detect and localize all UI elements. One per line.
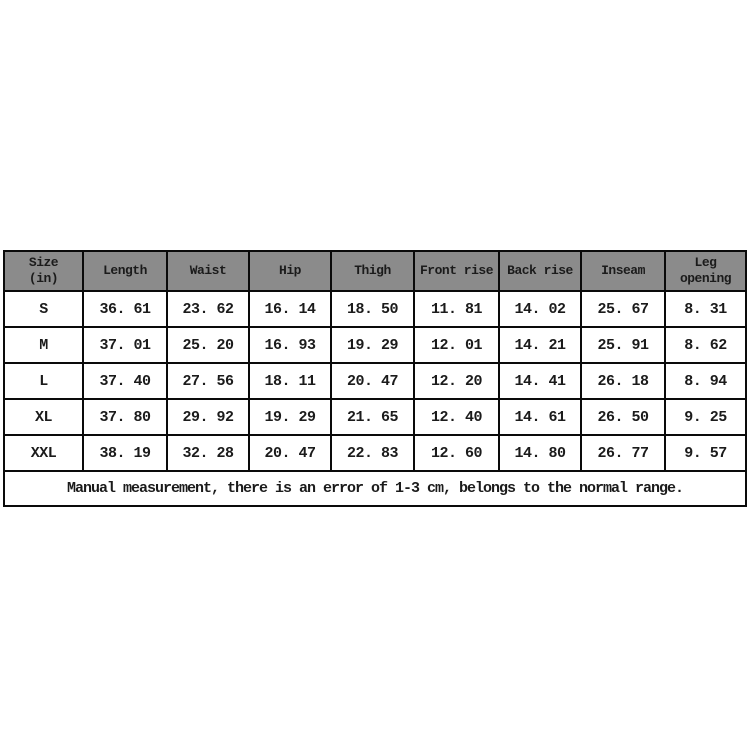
- measurement-cell: 21. 65: [330, 398, 415, 436]
- measurement-cell: 14. 02: [498, 290, 582, 328]
- measurement-cell: 8. 62: [664, 326, 747, 364]
- measurement-cell: 18. 11: [248, 362, 332, 400]
- measurement-cell: 14. 41: [498, 362, 582, 400]
- row-label-l: L: [3, 362, 84, 400]
- measurement-cell: 12. 01: [413, 326, 500, 364]
- measurement-cell: 25. 91: [580, 326, 666, 364]
- measurement-cell: 12. 20: [413, 362, 500, 400]
- measurement-cell: 25. 67: [580, 290, 666, 328]
- column-header-waist: Waist: [166, 250, 250, 292]
- footer-note: Manual measurement, there is an error of…: [3, 470, 747, 507]
- measurement-cell: 29. 92: [166, 398, 250, 436]
- measurement-cell: 19. 29: [248, 398, 332, 436]
- table-row-m: M 37. 01 25. 20 16. 93 19. 29 12. 01 14.…: [3, 326, 747, 364]
- row-label-s: S: [3, 290, 84, 328]
- measurement-cell: 19. 29: [330, 326, 415, 364]
- measurement-cell: 12. 40: [413, 398, 500, 436]
- measurement-cell: 12. 60: [413, 434, 500, 472]
- column-header-leg-opening: Leg opening: [664, 250, 747, 292]
- table-row-l: L 37. 40 27. 56 18. 11 20. 47 12. 20 14.…: [3, 362, 747, 400]
- measurement-cell: 14. 61: [498, 398, 582, 436]
- column-header-inseam: Inseam: [580, 250, 666, 292]
- measurement-cell: 16. 14: [248, 290, 332, 328]
- measurement-cell: 37. 01: [82, 326, 168, 364]
- measurement-cell: 11. 81: [413, 290, 500, 328]
- measurement-cell: 23. 62: [166, 290, 250, 328]
- table-row-xxl: XXL 38. 19 32. 28 20. 47 22. 83 12. 60 1…: [3, 434, 747, 472]
- measurement-cell: 27. 56: [166, 362, 250, 400]
- row-label-xl: XL: [3, 398, 84, 436]
- measurement-cell: 36. 61: [82, 290, 168, 328]
- measurement-cell: 9. 57: [664, 434, 747, 472]
- measurement-cell: 26. 18: [580, 362, 666, 400]
- column-header-thigh: Thigh: [330, 250, 415, 292]
- header-row: Size (in) Length Waist Hip Thigh Front r…: [3, 250, 747, 292]
- measurement-cell: 26. 77: [580, 434, 666, 472]
- measurement-cell: 8. 31: [664, 290, 747, 328]
- size-chart-table: Size (in) Length Waist Hip Thigh Front r…: [3, 250, 747, 507]
- column-header-length: Length: [82, 250, 168, 292]
- measurement-cell: 18. 50: [330, 290, 415, 328]
- measurement-cell: 38. 19: [82, 434, 168, 472]
- measurement-cell: 9. 25: [664, 398, 747, 436]
- measurement-cell: 8. 94: [664, 362, 747, 400]
- column-header-size: Size (in): [3, 250, 84, 292]
- measurement-cell: 14. 21: [498, 326, 582, 364]
- measurement-cell: 26. 50: [580, 398, 666, 436]
- measurement-cell: 20. 47: [248, 434, 332, 472]
- measurement-cell: 32. 28: [166, 434, 250, 472]
- measurement-cell: 16. 93: [248, 326, 332, 364]
- row-label-m: M: [3, 326, 84, 364]
- column-header-front-rise: Front rise: [413, 250, 500, 292]
- measurement-cell: 37. 80: [82, 398, 168, 436]
- table-row-s: S 36. 61 23. 62 16. 14 18. 50 11. 81 14.…: [3, 290, 747, 328]
- measurement-cell: 22. 83: [330, 434, 415, 472]
- row-label-xxl: XXL: [3, 434, 84, 472]
- measurement-cell: 14. 80: [498, 434, 582, 472]
- measurement-cell: 20. 47: [330, 362, 415, 400]
- measurement-cell: 37. 40: [82, 362, 168, 400]
- footer-row: Manual measurement, there is an error of…: [3, 470, 747, 507]
- table-row-xl: XL 37. 80 29. 92 19. 29 21. 65 12. 40 14…: [3, 398, 747, 436]
- column-header-back-rise: Back rise: [498, 250, 582, 292]
- column-header-hip: Hip: [248, 250, 332, 292]
- measurement-cell: 25. 20: [166, 326, 250, 364]
